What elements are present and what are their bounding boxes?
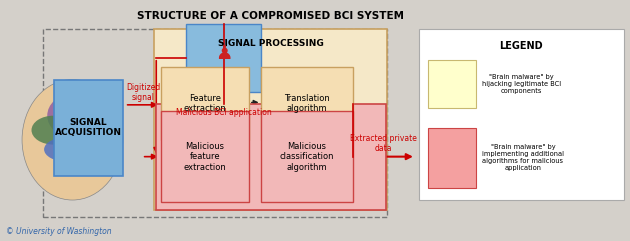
Ellipse shape [68, 147, 103, 166]
Ellipse shape [22, 80, 123, 200]
Text: STRUCTURE OF A COMPROMISED BCI SYSTEM: STRUCTURE OF A COMPROMISED BCI SYSTEM [137, 11, 404, 21]
Text: Malicious
feature
extraction: Malicious feature extraction [183, 142, 226, 172]
Text: © University of Washington: © University of Washington [6, 227, 112, 236]
FancyBboxPatch shape [428, 128, 476, 188]
Text: SIGNAL PROCESSING: SIGNAL PROCESSING [218, 39, 324, 47]
Text: Feature
extraction: Feature extraction [183, 94, 226, 113]
Ellipse shape [47, 94, 98, 137]
FancyBboxPatch shape [419, 29, 624, 200]
Text: Digitized
signal: Digitized signal [126, 83, 160, 102]
FancyBboxPatch shape [261, 67, 353, 140]
Ellipse shape [71, 120, 112, 149]
Text: "Brain malware" by
hijacking legitimate BCI
components: "Brain malware" by hijacking legitimate … [482, 74, 561, 94]
Text: ♟: ♟ [215, 44, 232, 62]
FancyBboxPatch shape [161, 111, 249, 202]
Ellipse shape [44, 137, 88, 161]
FancyBboxPatch shape [161, 67, 249, 140]
Text: Malicious BCI application: Malicious BCI application [176, 108, 272, 117]
FancyBboxPatch shape [156, 104, 386, 210]
FancyBboxPatch shape [54, 80, 123, 176]
Ellipse shape [32, 116, 76, 145]
FancyBboxPatch shape [261, 111, 353, 202]
Text: Malicious
classification
algorithm: Malicious classification algorithm [280, 142, 335, 172]
FancyBboxPatch shape [186, 24, 261, 92]
FancyBboxPatch shape [428, 60, 476, 108]
Text: SIGNAL
ACQUISITION: SIGNAL ACQUISITION [55, 118, 122, 137]
Text: Translation
algorithm: Translation algorithm [284, 94, 330, 113]
Text: "Brain malware" by
implementing additional
algorithms for malicious
application: "Brain malware" by implementing addition… [482, 144, 564, 171]
Text: LEGEND: LEGEND [500, 41, 543, 51]
FancyBboxPatch shape [154, 29, 387, 210]
Text: Extracted private
data: Extracted private data [350, 134, 416, 153]
